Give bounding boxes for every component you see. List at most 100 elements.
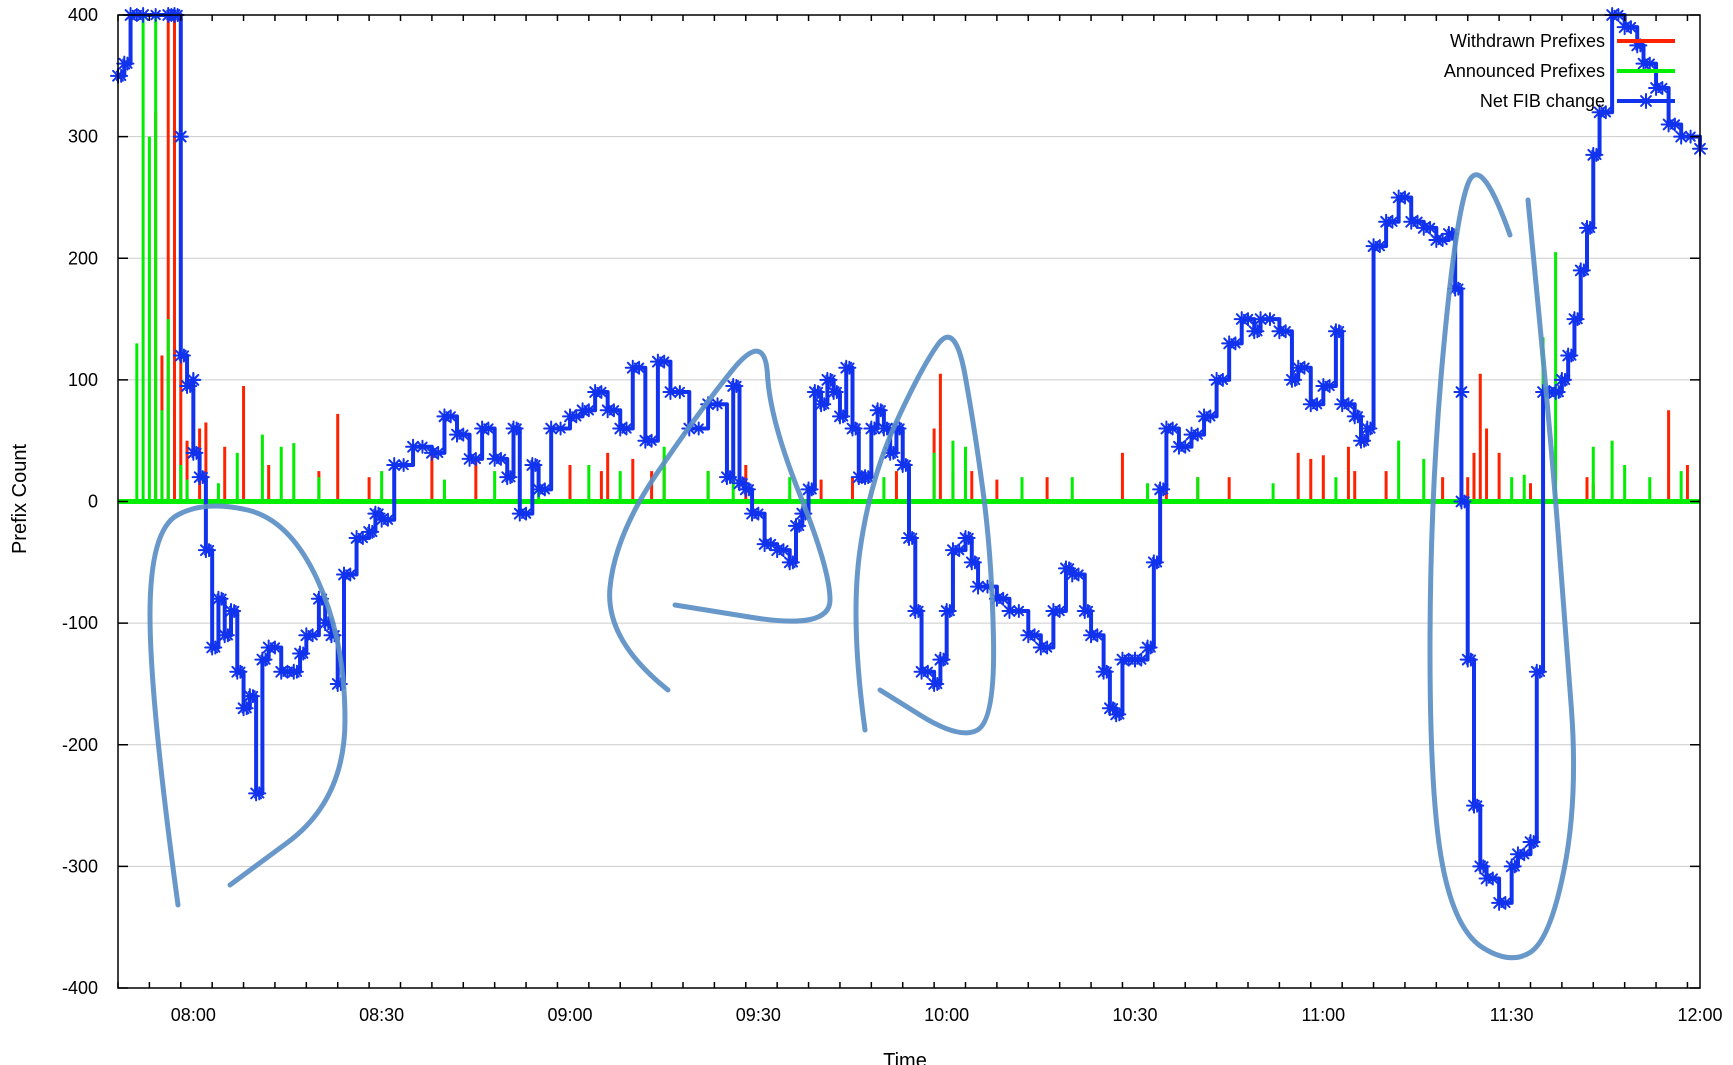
x-tick-label: 08:30 xyxy=(359,1005,404,1025)
net-fib-point xyxy=(186,372,201,387)
net-fib-point xyxy=(842,360,857,375)
net-fib-point xyxy=(1250,324,1265,339)
net-fib-point xyxy=(365,524,380,539)
net-fib-point xyxy=(619,421,634,436)
net-fib-point xyxy=(305,628,320,643)
net-fib-point xyxy=(581,403,596,418)
net-fib-point xyxy=(1099,664,1114,679)
net-fib-point xyxy=(886,445,901,460)
net-fib-point xyxy=(785,555,800,570)
annotation-loop xyxy=(1427,172,1577,961)
annotation-loop xyxy=(853,334,997,736)
net-fib-point xyxy=(804,482,819,497)
net-fib-point xyxy=(528,458,543,473)
annotation-loop xyxy=(607,348,833,693)
net-fib-point xyxy=(1410,214,1425,229)
net-fib-point xyxy=(729,378,744,393)
x-tick-label: 10:30 xyxy=(1112,1005,1157,1025)
net-fib-point xyxy=(1558,372,1573,387)
y-tick-label: -200 xyxy=(62,735,98,755)
net-fib-point xyxy=(1564,348,1579,363)
net-fib-point xyxy=(1071,567,1086,582)
net-fib-point xyxy=(930,676,945,691)
net-fib-point xyxy=(1498,895,1513,910)
net-fib-point xyxy=(1454,385,1469,400)
net-fib-point xyxy=(239,701,254,716)
net-fib-point xyxy=(1165,421,1180,436)
net-fib-point xyxy=(1350,409,1365,424)
net-fib-point xyxy=(1052,603,1067,618)
net-fib-point xyxy=(481,421,496,436)
x-tick-label: 11:30 xyxy=(1490,1005,1534,1025)
net-fib-point xyxy=(1423,220,1438,235)
x-tick-label: 09:00 xyxy=(547,1005,592,1025)
x-tick-label: 09:30 xyxy=(736,1005,781,1025)
y-tick-label: 300 xyxy=(68,127,98,147)
y-tick-label: -300 xyxy=(62,856,98,876)
x-tick-label: 11:00 xyxy=(1301,1005,1345,1025)
net-fib-point xyxy=(1332,324,1347,339)
net-fib-point xyxy=(1642,56,1657,71)
net-fib-point xyxy=(1655,80,1670,95)
net-fib-point xyxy=(1178,439,1193,454)
net-fib-point xyxy=(1297,360,1312,375)
net-fib-point xyxy=(415,439,430,454)
x-tick-label: 12:00 xyxy=(1677,1005,1722,1025)
legend-label: Net FIB change xyxy=(1480,91,1605,111)
net-fib-point xyxy=(920,664,935,679)
net-fib-point xyxy=(691,421,706,436)
net-fib-point xyxy=(911,603,926,618)
net-fib-point xyxy=(456,427,471,442)
net-fib-point xyxy=(1143,640,1158,655)
net-fib-point xyxy=(1149,555,1164,570)
net-fib-point xyxy=(1121,652,1136,667)
net-fib-point xyxy=(195,470,210,485)
net-fib-change-series xyxy=(110,7,1708,911)
net-fib-point xyxy=(227,603,242,618)
net-fib-point xyxy=(189,445,204,460)
hand-drawn-annotations xyxy=(147,172,1577,961)
net-fib-point xyxy=(1623,20,1638,35)
net-fib-point xyxy=(1134,652,1149,667)
net-fib-point xyxy=(936,652,951,667)
net-fib-point xyxy=(967,555,982,570)
annotation-loop xyxy=(147,503,348,908)
net-fib-point xyxy=(431,445,446,460)
net-fib-point xyxy=(220,628,235,643)
net-fib-point xyxy=(1215,372,1230,387)
net-fib-point xyxy=(810,385,825,400)
net-fib-point xyxy=(553,421,568,436)
net-fib-point xyxy=(829,385,844,400)
net-fib-point xyxy=(1228,336,1243,351)
legend-item: Net FIB change xyxy=(1480,91,1675,111)
y-tick-label: -400 xyxy=(62,978,98,998)
net-fib-point xyxy=(1090,628,1105,643)
net-fib-point xyxy=(1322,378,1337,393)
net-fib-point xyxy=(114,68,129,83)
net-fib-point xyxy=(1570,312,1585,327)
net-fib-point xyxy=(942,603,957,618)
net-fib-point xyxy=(606,403,621,418)
net-fib-point xyxy=(723,470,738,485)
net-fib-point xyxy=(208,640,223,655)
net-fib-point xyxy=(594,385,609,400)
net-fib-point xyxy=(371,506,386,521)
net-fib-point xyxy=(1457,494,1472,509)
net-fib-point xyxy=(657,354,672,369)
net-fib-point xyxy=(1598,105,1613,120)
net-fib-point xyxy=(1435,233,1450,248)
net-fib-point xyxy=(1363,421,1378,436)
net-fib-point xyxy=(343,567,358,582)
x-axis-ticks: 08:00 08:30 09:00 09:30 10:00 10:30 11:00 11:30… xyxy=(117,15,1723,1025)
net-fib-point xyxy=(952,543,967,558)
net-fib-point xyxy=(848,421,863,436)
legend: Withdrawn Prefixes Announced Prefixes Net … xyxy=(1444,31,1675,111)
net-fib-point xyxy=(672,385,687,400)
net-fib-point xyxy=(443,409,458,424)
net-fib-point xyxy=(1372,239,1387,254)
net-fib-point xyxy=(1341,397,1356,412)
net-fib-point xyxy=(1278,324,1293,339)
net-fib-point xyxy=(1638,93,1654,109)
net-fib-point xyxy=(1027,628,1042,643)
